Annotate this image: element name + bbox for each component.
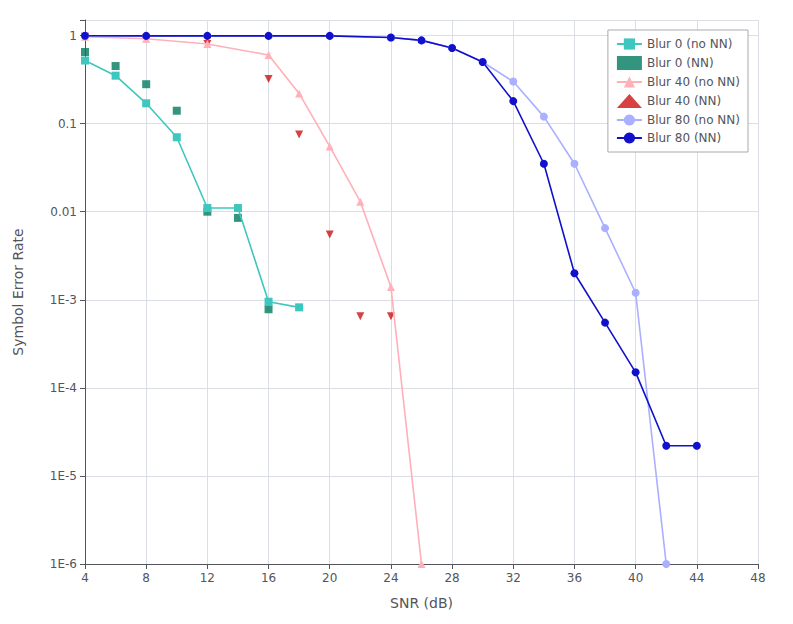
svg-text:8: 8: [142, 571, 150, 585]
svg-text:Symbol Error Rate: Symbol Error Rate: [10, 228, 26, 355]
svg-text:Blur 40 (NN): Blur 40 (NN): [647, 94, 721, 108]
svg-text:0.01: 0.01: [50, 205, 77, 219]
svg-text:SNR (dB): SNR (dB): [390, 595, 453, 611]
svg-text:Blur 0 (no NN): Blur 0 (no NN): [647, 37, 732, 51]
svg-text:28: 28: [444, 571, 459, 585]
svg-text:12: 12: [200, 571, 215, 585]
svg-text:1E-4: 1E-4: [50, 381, 77, 395]
svg-text:1: 1: [69, 29, 77, 43]
svg-text:1E-6: 1E-6: [50, 557, 77, 571]
svg-text:1E-5: 1E-5: [50, 469, 77, 483]
svg-text:Blur 40 (no NN): Blur 40 (no NN): [647, 75, 740, 89]
svg-text:0.1: 0.1: [58, 117, 77, 131]
svg-text:Blur 0 (NN): Blur 0 (NN): [647, 56, 714, 70]
svg-text:Blur 80 (no NN): Blur 80 (no NN): [647, 113, 740, 127]
svg-text:40: 40: [628, 571, 643, 585]
svg-text:16: 16: [261, 571, 276, 585]
svg-text:32: 32: [506, 571, 521, 585]
svg-text:Blur 80 (NN): Blur 80 (NN): [647, 131, 721, 145]
svg-text:24: 24: [383, 571, 398, 585]
svg-text:44: 44: [689, 571, 704, 585]
svg-text:20: 20: [322, 571, 337, 585]
svg-text:1E-3: 1E-3: [50, 293, 77, 307]
svg-text:36: 36: [567, 571, 582, 585]
svg-text:48: 48: [750, 571, 765, 585]
svg-text:4: 4: [81, 571, 89, 585]
